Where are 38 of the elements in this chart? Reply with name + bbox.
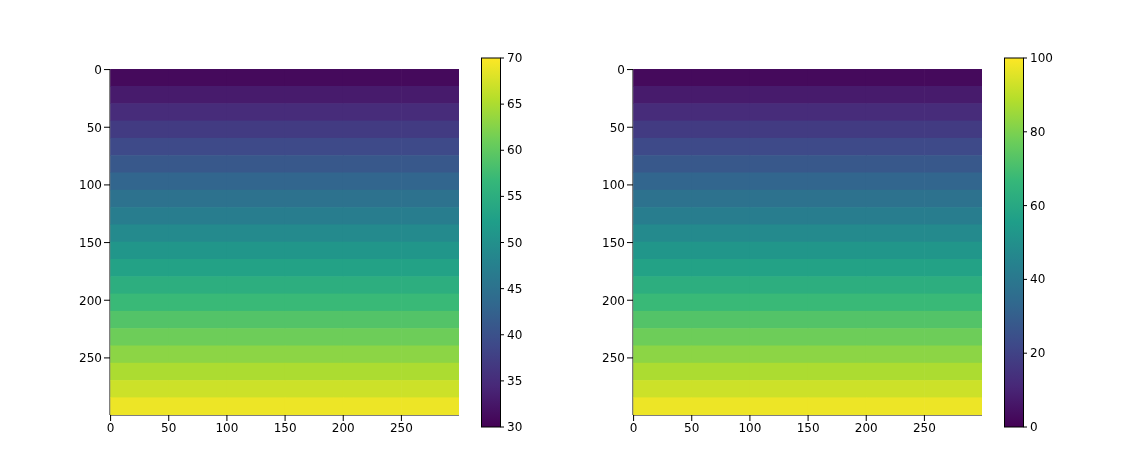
y-tick-label: 200 — [79, 293, 102, 308]
x-tick-label: 50 — [161, 420, 177, 435]
color-bar-label: 65 — [507, 97, 523, 112]
y-tick-label: 0 — [617, 62, 625, 77]
x-tick-label: 200 — [331, 420, 355, 435]
y-tick-label: 150 — [602, 235, 625, 250]
y-tick-label: 0 — [94, 62, 102, 77]
x-tick-label: 250 — [912, 420, 936, 435]
x-tick-label: 0 — [629, 420, 638, 435]
y-tick-label: 50 — [609, 120, 625, 135]
x-tick-label: 200 — [854, 420, 878, 435]
y-tick-label: 150 — [79, 235, 102, 250]
color-bar-label: 40 — [1030, 272, 1046, 287]
color-bar-label: 40 — [507, 327, 523, 342]
color-bar-label: 80 — [1030, 124, 1046, 139]
x-tick-label: 250 — [389, 420, 413, 435]
y-tick-label: 250 — [79, 351, 102, 366]
x-tick-label: 0 — [106, 420, 115, 435]
color-bar-label: 35 — [507, 373, 523, 388]
color-bar-label: 50 — [507, 235, 523, 250]
color-bar-label: 20 — [1030, 346, 1046, 361]
y-tick-label: 100 — [602, 178, 625, 193]
color-bar-label: 45 — [507, 281, 523, 296]
y-tick-label: 200 — [602, 293, 625, 308]
x-tick-label: 100 — [215, 420, 239, 435]
y-tick-label: 100 — [79, 178, 102, 193]
color-bar-label: 70 — [507, 51, 523, 65]
x-tick-label: 100 — [738, 420, 762, 435]
y-tick-label: 250 — [602, 351, 625, 366]
color-bar-label: 100 — [1030, 51, 1053, 65]
y-tick-label: 50 — [86, 120, 102, 135]
x-tick-label: 150 — [273, 420, 297, 435]
color-bar-label: 60 — [1030, 198, 1046, 213]
color-bar-label: 30 — [507, 420, 523, 434]
x-tick-label: 50 — [684, 420, 700, 435]
color-bar-label: 60 — [507, 143, 523, 158]
color-bar-label: 55 — [507, 189, 523, 204]
x-tick-label: 150 — [796, 420, 820, 435]
